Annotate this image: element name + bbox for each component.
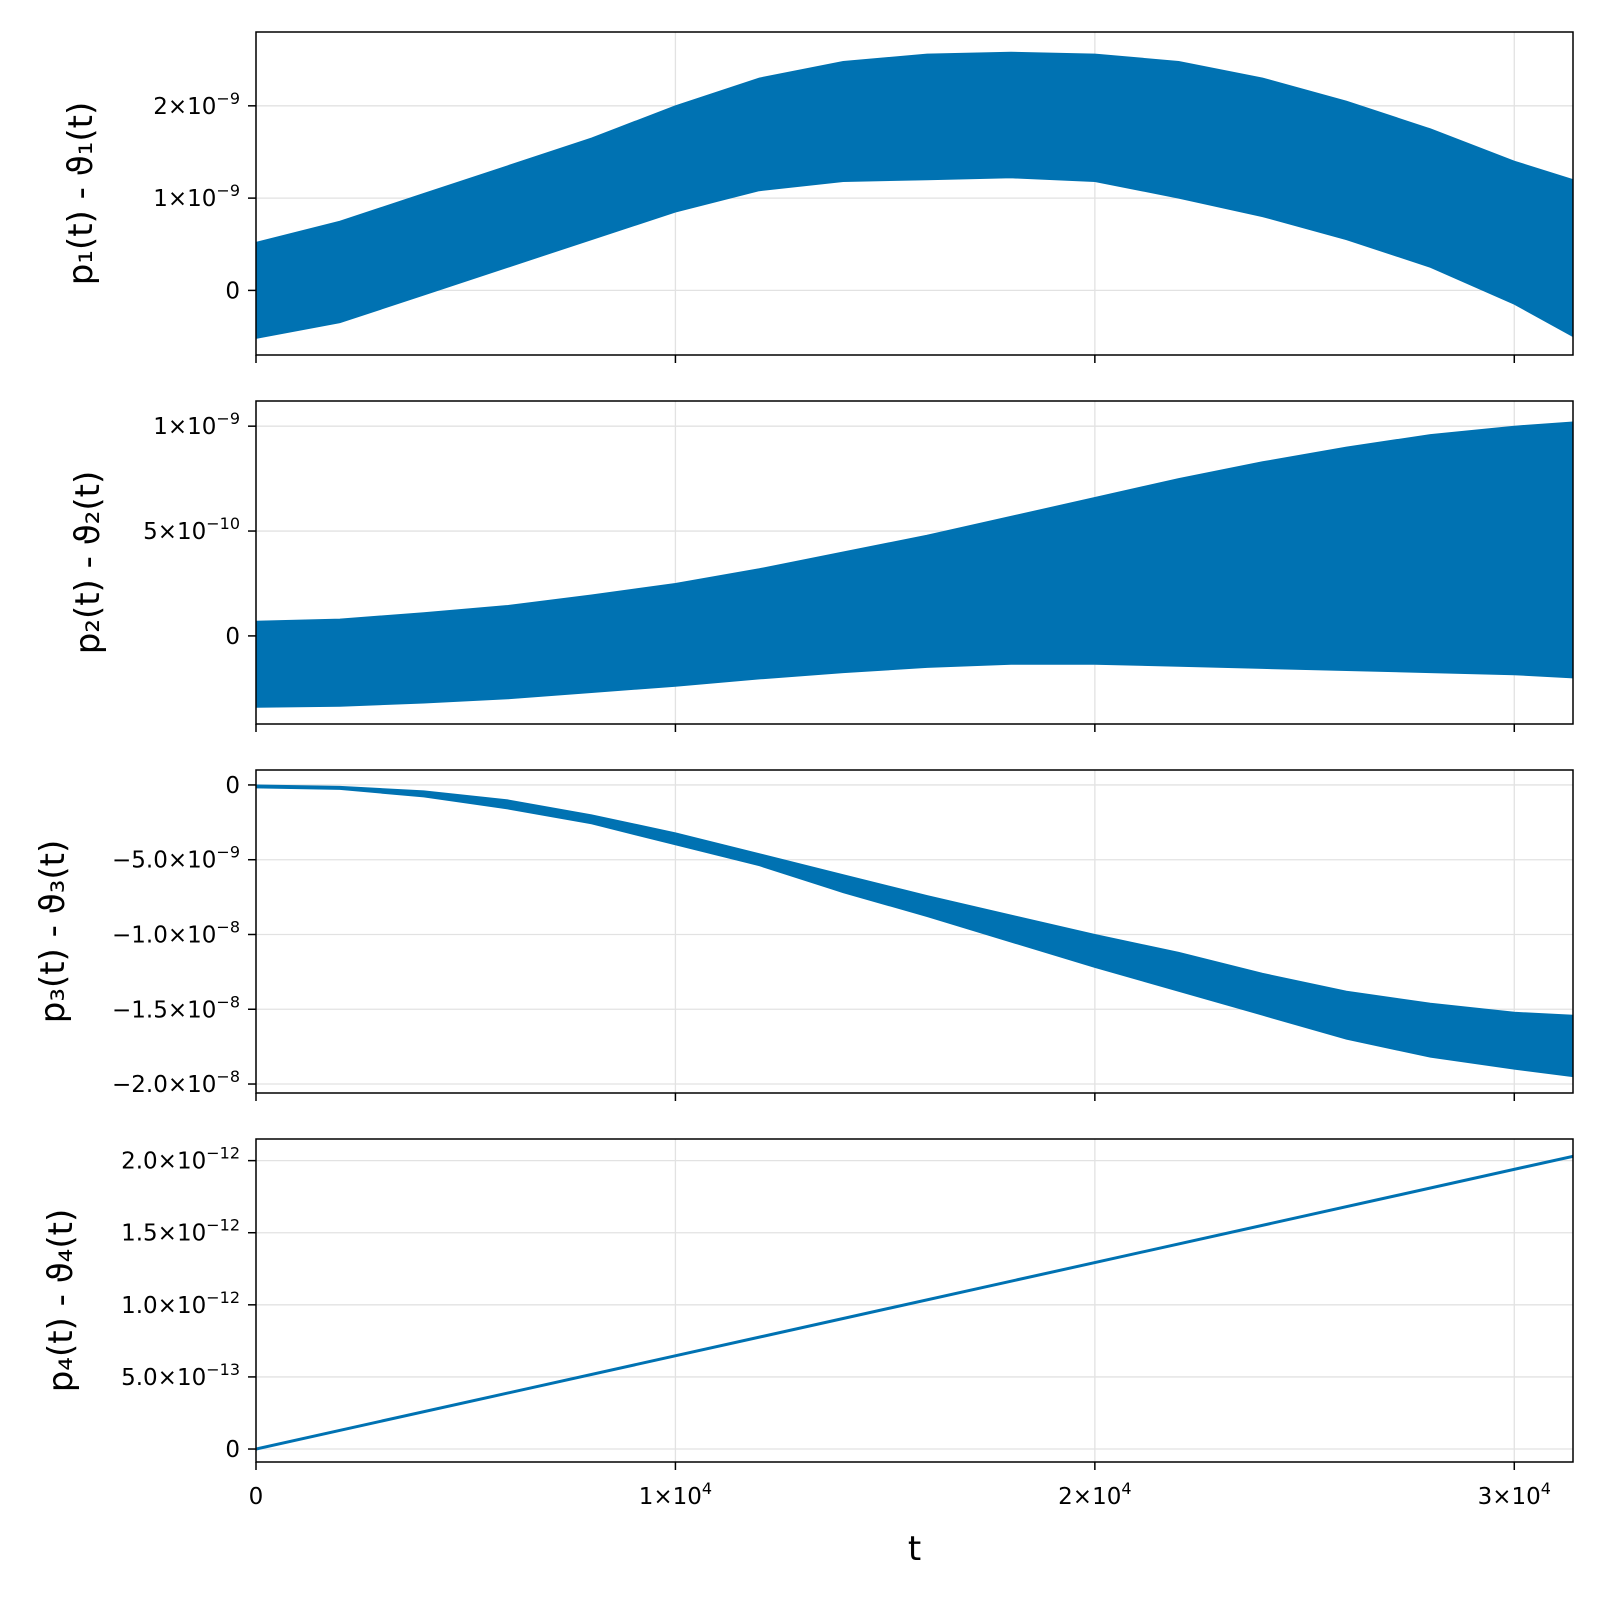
y-tick-label: 1.5×10−12 bbox=[121, 1216, 240, 1247]
plot-frame bbox=[255, 1138, 1574, 1463]
y-tick-label: 1×10−9 bbox=[153, 181, 240, 212]
y-tick-label: 1.0×10−12 bbox=[121, 1288, 240, 1319]
series-band-2 bbox=[256, 421, 1573, 708]
y-tick-label: −5.0×10−9 bbox=[112, 843, 240, 874]
plot-frame bbox=[255, 31, 1574, 356]
y-axis-title: p₂(t) - ϑ₂(t) bbox=[68, 471, 108, 655]
x-tick-label: 0 bbox=[249, 1484, 264, 1510]
y-tick-label: 2.0×10−12 bbox=[121, 1144, 240, 1175]
panel-2: 0 5×10−10 1×10−9 p₂(t) - ϑ₂(t) bbox=[68, 400, 1574, 732]
y-tick-label: −1.0×10−8 bbox=[112, 917, 240, 948]
y-axis-title: p₄(t) - ϑ₄(t) bbox=[41, 1209, 81, 1393]
y-axis-title: p₃(t) - ϑ₃(t) bbox=[33, 840, 73, 1024]
y-tick-label: 0 bbox=[225, 624, 240, 650]
plot-frame bbox=[255, 400, 1574, 725]
x-tick-label: 2×104 bbox=[1058, 1479, 1131, 1510]
plot-frame bbox=[255, 769, 1574, 1094]
y-tick-label: 0 bbox=[225, 773, 240, 799]
series-line-4 bbox=[256, 1154, 1573, 1451]
y-tick-label: 0 bbox=[225, 1437, 240, 1463]
y-tick-label: −2.0×10−8 bbox=[112, 1067, 240, 1098]
y-tick-label: 1×10−9 bbox=[153, 409, 240, 440]
series-band-3 bbox=[256, 784, 1573, 1078]
y-axis-title: p₁(t) - ϑ₁(t) bbox=[61, 102, 101, 286]
panel-4: 0 1×104 2×104 3×104 0 5.0×10−13 1.0×10−12 1.5×1… bbox=[41, 1138, 1574, 1569]
y-tick-label: 0 bbox=[225, 278, 240, 304]
y-tick-label: 2×10−9 bbox=[153, 89, 240, 120]
y-tick-label: −1.5×10−8 bbox=[112, 992, 240, 1023]
panel-1: 0 1×10−9 2×10−9 p₁(t) - ϑ₁(t) bbox=[61, 31, 1574, 363]
x-tick-label: 3×104 bbox=[1478, 1479, 1551, 1510]
x-tick-label: 1×104 bbox=[639, 1479, 712, 1510]
y-tick-label: 5×10−10 bbox=[143, 514, 240, 545]
x-axis-title: t bbox=[908, 1529, 921, 1569]
panel-3: 0 −5.0×10−9 −1.0×10−8 −1.5×10−8 −2.0×10−8 p₃(… bbox=[33, 769, 1574, 1101]
y-tick-label: 5.0×10−13 bbox=[121, 1360, 240, 1391]
series-band-1 bbox=[256, 51, 1573, 339]
